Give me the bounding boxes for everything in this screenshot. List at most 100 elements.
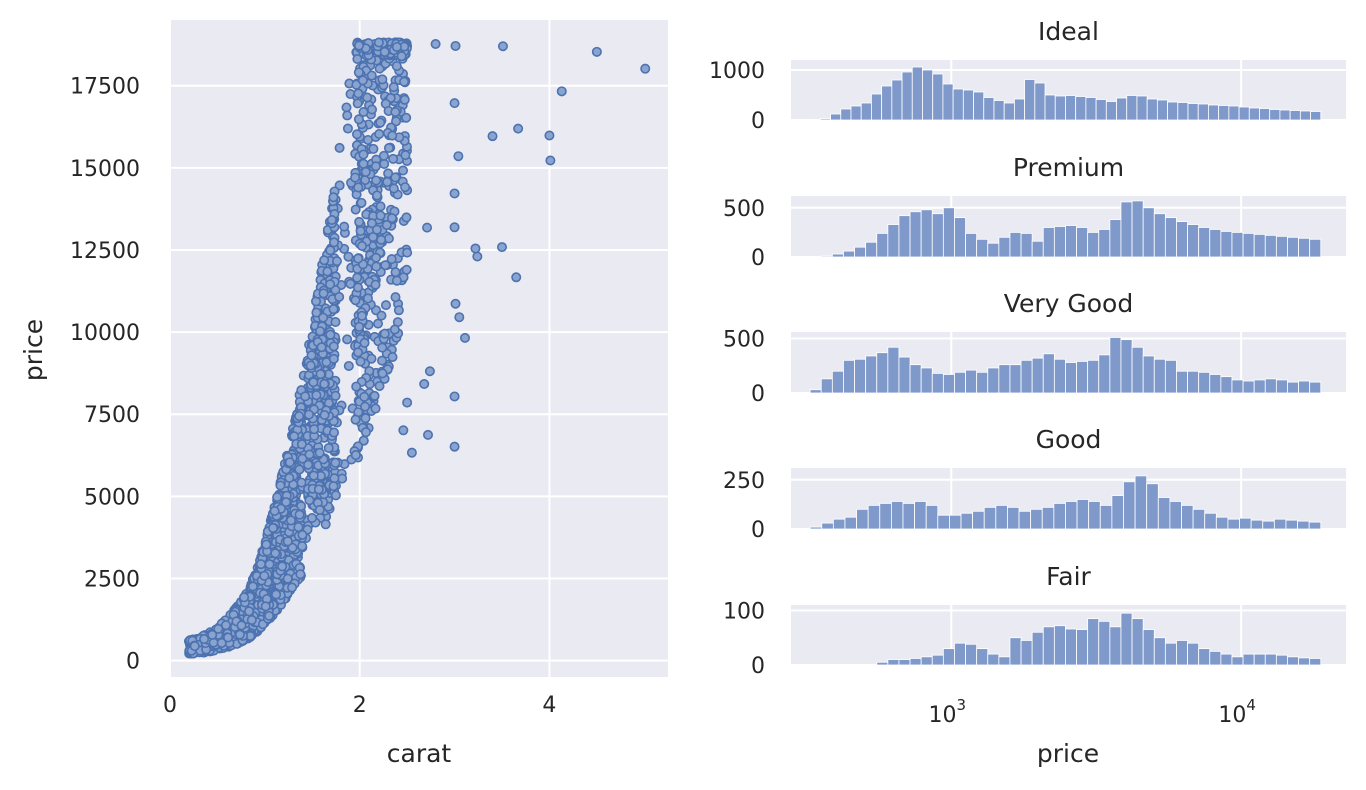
scatter-point <box>319 378 330 389</box>
scatter-point <box>354 216 365 227</box>
histogram-bar <box>920 656 933 666</box>
histogram-bar <box>1287 656 1299 666</box>
histogram-bar <box>1142 355 1155 394</box>
scatter-y-tick-label: 15000 <box>70 157 140 182</box>
histogram-x-tick-label: 103 <box>928 696 966 728</box>
scatter-point <box>308 470 319 481</box>
scatter-point <box>353 182 364 193</box>
histogram-bar <box>1287 381 1299 394</box>
histogram-bar <box>1044 94 1056 121</box>
scatter-point <box>207 629 218 640</box>
histogram-bar <box>1209 650 1222 666</box>
scatter-point <box>239 592 250 603</box>
histogram-bar <box>1009 232 1022 258</box>
histogram-bar <box>1041 506 1055 530</box>
histogram-bar <box>954 642 966 666</box>
scatter-y-tick-label: 17500 <box>70 75 140 100</box>
histogram-bar <box>1209 229 1222 258</box>
scatter-point <box>359 337 370 348</box>
scatter-point <box>259 570 270 581</box>
scatter-point <box>350 450 361 461</box>
scatter-point <box>271 589 282 600</box>
scatter-point <box>326 215 337 226</box>
scatter-point <box>316 342 327 353</box>
histogram-bar <box>942 83 954 121</box>
scatter-point <box>353 253 364 264</box>
histogram-bar <box>856 508 869 530</box>
scatter-point <box>339 221 350 232</box>
scatter-point <box>377 74 388 85</box>
scatter-point <box>357 310 368 321</box>
scatter-point <box>377 342 388 353</box>
scatter-point <box>282 573 293 584</box>
scatter-point <box>199 634 210 645</box>
histogram-bar <box>931 213 944 258</box>
scatter-point <box>371 261 382 272</box>
scatter-point <box>360 401 371 412</box>
scatter-point <box>357 75 368 86</box>
scatter-point <box>353 67 364 78</box>
scatter-point <box>294 509 305 520</box>
scatter-point <box>379 46 390 57</box>
histogram-bar <box>898 356 911 394</box>
scatter-point <box>246 615 257 626</box>
scatter-point <box>189 641 200 652</box>
histogram-bar <box>909 211 922 258</box>
histogram-bar <box>1095 99 1107 121</box>
histogram-bar <box>1231 232 1244 258</box>
histogram-bar <box>1131 618 1144 666</box>
scatter-point <box>293 522 304 533</box>
scatter-point <box>388 82 399 93</box>
histogram-bar <box>942 374 955 394</box>
scatter-point <box>315 326 326 337</box>
scatter-point <box>352 272 363 283</box>
scatter-point <box>371 224 382 235</box>
histogram-bar <box>1099 504 1113 530</box>
histogram-bar <box>1169 501 1182 530</box>
histogram-bar <box>879 503 892 530</box>
histogram-bar <box>1275 379 1288 394</box>
scatter-tick-labels: 0 2 4 0 2500 5000 7500 10000 12500 15000 17500 <box>70 75 556 718</box>
scatter-point <box>398 165 409 176</box>
histogram-bar <box>987 653 1000 666</box>
scatter-point <box>487 131 498 142</box>
scatter-x-tick-label: 0 <box>163 693 177 718</box>
histogram-bar <box>1153 358 1166 394</box>
scatter-point <box>355 356 366 367</box>
scatter-point <box>370 279 381 290</box>
histogram-bar <box>809 664 822 666</box>
scatter-point <box>356 197 367 208</box>
histogram-bar <box>914 501 927 530</box>
histogram-bar <box>1020 359 1033 394</box>
histogram-bar <box>876 352 889 394</box>
histogram-bar <box>1309 381 1322 394</box>
scatter-point <box>383 233 394 244</box>
scatter-point <box>401 112 412 123</box>
scatter-point <box>308 377 319 388</box>
scatter-point <box>402 397 413 408</box>
histogram-bar <box>1087 232 1100 258</box>
histogram-x-axis-label: price <box>1037 739 1099 768</box>
histogram-bar <box>1310 111 1322 121</box>
histogram-bar <box>809 389 822 394</box>
histogram-bar <box>898 659 911 666</box>
histogram-bar <box>960 512 974 530</box>
histogram-panel-good: 0 250 Good <box>723 425 1346 543</box>
scatter-point <box>286 515 297 526</box>
histogram-bar <box>1076 499 1090 530</box>
histogram-bar <box>1053 358 1066 394</box>
histogram-bar <box>819 118 831 121</box>
scatter-y-tick-label: 7500 <box>84 403 140 428</box>
histogram-bar <box>1298 657 1311 666</box>
scatter-point <box>453 151 464 162</box>
histogram-bar <box>931 654 944 666</box>
scatter-point <box>323 443 334 454</box>
scatter-point <box>311 307 322 318</box>
histogram-bar <box>881 85 893 121</box>
scatter-point <box>393 305 404 316</box>
scatter-point <box>374 128 385 139</box>
scatter-point <box>325 279 336 290</box>
histogram-bar <box>1031 240 1044 258</box>
histogram-bar <box>1098 229 1111 258</box>
